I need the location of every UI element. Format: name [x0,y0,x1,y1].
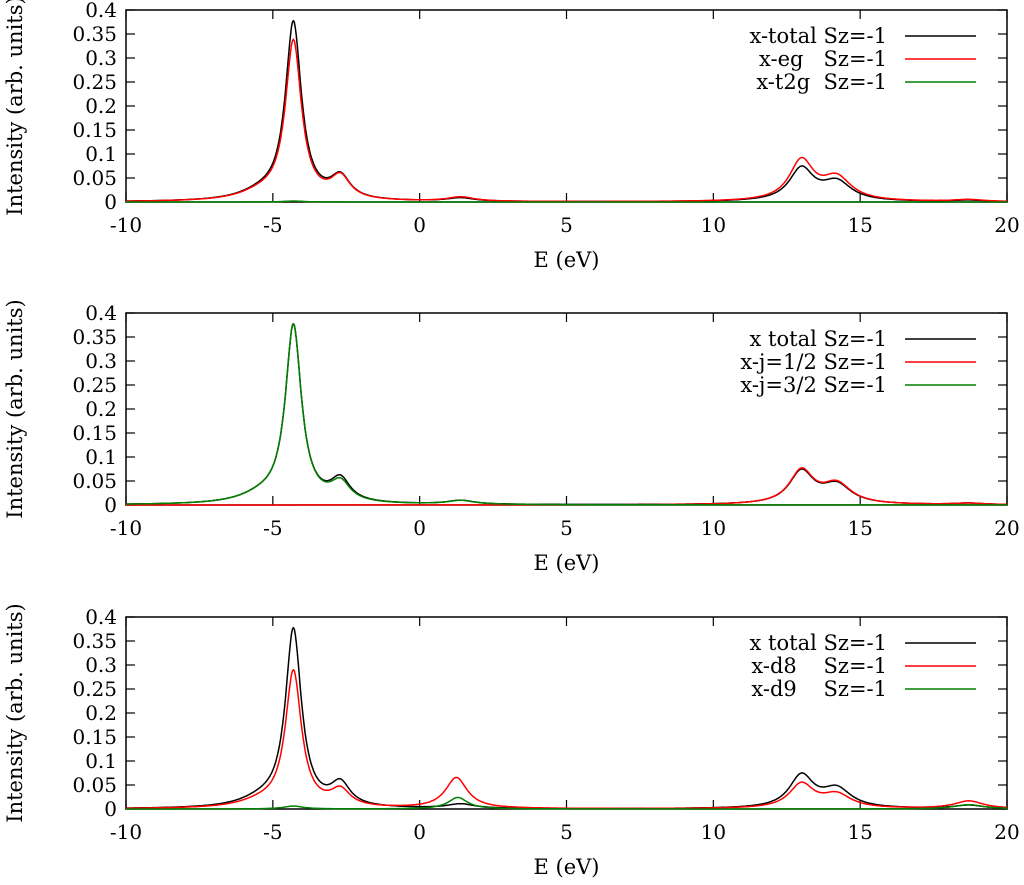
y-axis-label: Intensity (arb. units) [3,603,27,822]
legend-label-2: x-d8 Sz=-1 [751,654,887,678]
y-tick-label: 0.05 [72,469,117,493]
legend-label-2: x-eg Sz=-1 [759,47,887,71]
series-line-3 [126,796,1007,810]
x-tick-label: 5 [560,213,573,237]
chart-panel-2: -10 -5 0 5 10 15 2000.050.10.150.20.250.30.350… [3,299,1020,575]
legend-label-3: x-d9 Sz=-1 [751,677,887,701]
legend-label-1: x-total Sz=-1 [749,24,887,48]
y-tick-label: 0.1 [85,749,117,773]
y-tick-label: 0.25 [72,677,117,701]
y-tick-label: 0.3 [85,653,117,677]
x-tick-label: 20 [994,213,1019,237]
x-tick-label: 10 [701,516,726,540]
y-tick-label: 0.4 [85,605,117,629]
legend-label-1: x total Sz=-1 [750,631,887,655]
x-tick-label: 0 [413,213,426,237]
x-tick-label: -5 [263,213,282,237]
x-tick-label: 15 [847,516,872,540]
x-tick-label: 0 [413,820,426,844]
y-axis-label: Intensity (arb. units) [3,0,27,216]
x-axis-label: E (eV) [534,855,600,879]
legend-label-3: x-j=3/2 Sz=-1 [740,373,887,397]
y-tick-label: 0.2 [85,701,117,725]
y-tick-label: 0.15 [72,118,117,142]
series-line-3 [126,323,1007,506]
x-tick-label: -5 [263,516,282,540]
series-line-2 [126,668,1007,810]
x-axis-label: E (eV) [534,551,600,575]
x-tick-label: 15 [847,213,872,237]
y-tick-label: 0 [104,493,117,517]
y-tick-label: 0.15 [72,725,117,749]
y-tick-label: 0.3 [85,46,117,70]
chart-panel-1: -10 -5 0 5 10 15 2000.050.10.150.20.250.30.350… [3,0,1020,272]
y-tick-label: 0.2 [85,94,117,118]
x-tick-label: -10 [110,213,142,237]
x-tick-label: 20 [994,820,1019,844]
y-tick-label: 0.25 [72,70,117,94]
y-tick-label: 0.4 [85,0,117,22]
y-tick-label: 0.2 [85,397,117,421]
y-tick-label: 0.35 [72,325,117,349]
legend-label-2: x-j=1/2 Sz=-1 [740,350,887,374]
y-tick-label: 0.35 [72,22,117,46]
x-tick-label: 15 [847,820,872,844]
x-axis-label: E (eV) [534,248,600,272]
y-tick-label: 0.35 [72,629,117,653]
y-tick-label: 0.1 [85,142,117,166]
y-tick-label: 0.3 [85,349,117,373]
y-axis-label: Intensity (arb. units) [3,299,27,518]
x-tick-label: 0 [413,516,426,540]
x-tick-label: 5 [560,516,573,540]
x-tick-label: -10 [110,516,142,540]
x-tick-label: -5 [263,820,282,844]
y-tick-label: 0.25 [72,373,117,397]
x-tick-label: 5 [560,820,573,844]
x-tick-label: -10 [110,820,142,844]
x-tick-label: 10 [701,213,726,237]
legend-label-3: x-t2g Sz=-1 [756,70,887,94]
y-tick-label: 0.05 [72,166,117,190]
y-tick-label: 0.15 [72,421,117,445]
series-line-3 [126,200,1007,203]
x-tick-label: 20 [994,516,1019,540]
y-tick-label: 0.05 [72,773,117,797]
y-tick-label: 0.4 [85,301,117,325]
legend-label-1: x total Sz=-1 [750,327,887,351]
y-tick-label: 0 [104,190,117,214]
x-tick-label: 10 [701,820,726,844]
y-tick-label: 0.1 [85,445,117,469]
y-tick-label: 0 [104,797,117,821]
chart-panel-3: -10 -5 0 5 10 15 2000.050.10.150.20.250.30.350… [3,603,1020,879]
